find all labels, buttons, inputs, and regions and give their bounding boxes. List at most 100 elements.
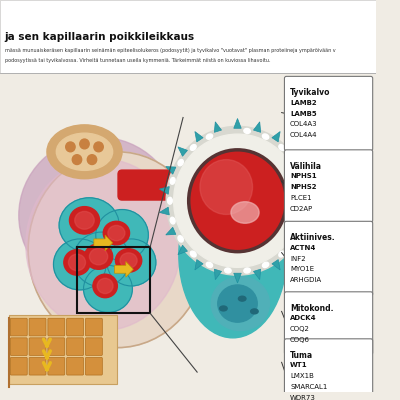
Text: ADCK4: ADCK4	[290, 315, 317, 321]
Ellipse shape	[116, 249, 142, 272]
Ellipse shape	[206, 262, 212, 268]
Text: podosyytissä tai tyvikalvossa. Virheitä tunnetaan useila kymmeniä. Tärkeimmät ni: podosyytissä tai tyvikalvossa. Virheitä …	[5, 58, 270, 63]
Ellipse shape	[68, 254, 86, 271]
Text: Välihila: Välihila	[290, 162, 322, 170]
Ellipse shape	[211, 277, 270, 330]
Text: CD2AP: CD2AP	[290, 206, 313, 212]
FancyBboxPatch shape	[0, 0, 376, 74]
Ellipse shape	[300, 217, 305, 224]
Polygon shape	[306, 186, 316, 194]
FancyBboxPatch shape	[10, 358, 27, 375]
Ellipse shape	[108, 226, 125, 241]
Ellipse shape	[292, 160, 297, 166]
Ellipse shape	[54, 239, 106, 290]
Polygon shape	[288, 147, 297, 156]
Polygon shape	[160, 207, 169, 215]
FancyBboxPatch shape	[10, 318, 27, 336]
Polygon shape	[94, 235, 113, 251]
Ellipse shape	[190, 251, 196, 257]
Text: INF2: INF2	[290, 256, 306, 262]
Polygon shape	[234, 273, 241, 283]
FancyBboxPatch shape	[48, 358, 65, 375]
Ellipse shape	[93, 274, 117, 298]
Ellipse shape	[75, 212, 94, 229]
Ellipse shape	[70, 207, 100, 234]
Polygon shape	[195, 132, 203, 142]
Ellipse shape	[220, 306, 227, 311]
Polygon shape	[234, 118, 241, 128]
Ellipse shape	[97, 278, 113, 294]
Text: Mitokond.: Mitokond.	[290, 304, 334, 312]
Polygon shape	[254, 122, 261, 132]
Text: Tyvikalvo: Tyvikalvo	[290, 88, 330, 97]
Polygon shape	[166, 166, 176, 174]
Circle shape	[72, 155, 82, 164]
Ellipse shape	[292, 236, 297, 242]
FancyBboxPatch shape	[10, 338, 27, 356]
FancyBboxPatch shape	[29, 318, 46, 336]
Text: WT1: WT1	[290, 362, 308, 368]
Text: Aktiinives.: Aktiinives.	[290, 233, 336, 242]
Ellipse shape	[262, 262, 269, 268]
Polygon shape	[306, 207, 316, 215]
FancyBboxPatch shape	[67, 358, 84, 375]
Text: COL4A3: COL4A3	[290, 122, 318, 128]
FancyBboxPatch shape	[29, 338, 46, 356]
Ellipse shape	[279, 144, 285, 150]
FancyBboxPatch shape	[67, 338, 84, 356]
Ellipse shape	[64, 250, 90, 275]
FancyBboxPatch shape	[48, 318, 65, 336]
Ellipse shape	[199, 133, 248, 210]
Ellipse shape	[262, 134, 269, 139]
Ellipse shape	[26, 159, 181, 330]
Polygon shape	[288, 245, 297, 255]
Polygon shape	[254, 269, 261, 280]
Text: ACTN4: ACTN4	[290, 245, 316, 251]
Circle shape	[80, 139, 89, 149]
FancyBboxPatch shape	[67, 318, 84, 336]
Ellipse shape	[59, 198, 119, 253]
Ellipse shape	[168, 197, 172, 204]
Text: MYO1E: MYO1E	[290, 266, 314, 272]
Ellipse shape	[107, 239, 156, 286]
Ellipse shape	[303, 197, 308, 204]
Circle shape	[189, 150, 286, 252]
Ellipse shape	[231, 202, 259, 223]
Text: SMARCAL1: SMARCAL1	[290, 384, 328, 390]
Circle shape	[174, 134, 301, 267]
Circle shape	[200, 160, 252, 214]
Polygon shape	[195, 260, 203, 270]
Text: COL4A4: COL4A4	[290, 132, 318, 138]
Text: Tuma: Tuma	[290, 350, 313, 360]
Polygon shape	[299, 227, 309, 235]
Ellipse shape	[19, 137, 178, 294]
Polygon shape	[178, 147, 188, 156]
Ellipse shape	[279, 251, 285, 257]
Ellipse shape	[218, 285, 257, 322]
Polygon shape	[160, 186, 169, 194]
Ellipse shape	[178, 236, 183, 242]
Ellipse shape	[47, 125, 122, 179]
Ellipse shape	[84, 244, 113, 269]
FancyBboxPatch shape	[9, 315, 117, 384]
Ellipse shape	[179, 171, 287, 338]
FancyBboxPatch shape	[117, 170, 230, 201]
Text: ARHGDIA: ARHGDIA	[290, 277, 322, 283]
Text: mässä munuaiskeräsen kapillaarin seinämän epiteelisolukeros (podosyytit) ja tyvi: mässä munuaiskeräsen kapillaarin seinämä…	[5, 48, 335, 54]
Text: LMX1B: LMX1B	[290, 373, 314, 379]
Ellipse shape	[238, 296, 246, 301]
Ellipse shape	[225, 268, 231, 273]
Ellipse shape	[244, 268, 250, 273]
Polygon shape	[178, 245, 188, 255]
FancyBboxPatch shape	[48, 338, 65, 356]
Polygon shape	[114, 262, 133, 277]
Ellipse shape	[90, 248, 108, 265]
Ellipse shape	[170, 217, 175, 224]
Ellipse shape	[84, 265, 132, 312]
FancyBboxPatch shape	[29, 358, 46, 375]
Ellipse shape	[28, 152, 206, 348]
FancyBboxPatch shape	[86, 338, 102, 356]
Text: NPHS1: NPHS1	[290, 173, 317, 179]
Ellipse shape	[170, 178, 175, 184]
Text: PLCE1: PLCE1	[290, 195, 312, 201]
